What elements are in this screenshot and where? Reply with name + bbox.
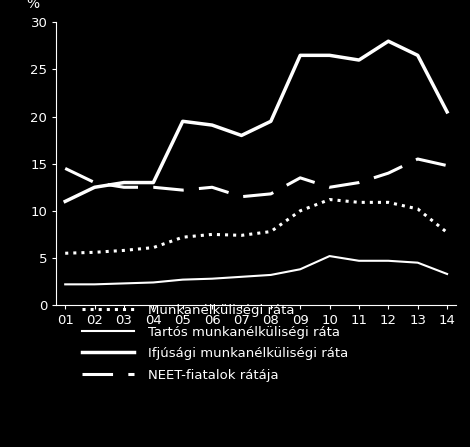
Legend: Munkanélküliségi ráta, Tartós munkanélküliségi ráta, Ifjúsági munkanélküliségi r: Munkanélküliségi ráta, Tartós munkanélkü… xyxy=(76,299,353,387)
Y-axis label: %: % xyxy=(26,0,39,11)
